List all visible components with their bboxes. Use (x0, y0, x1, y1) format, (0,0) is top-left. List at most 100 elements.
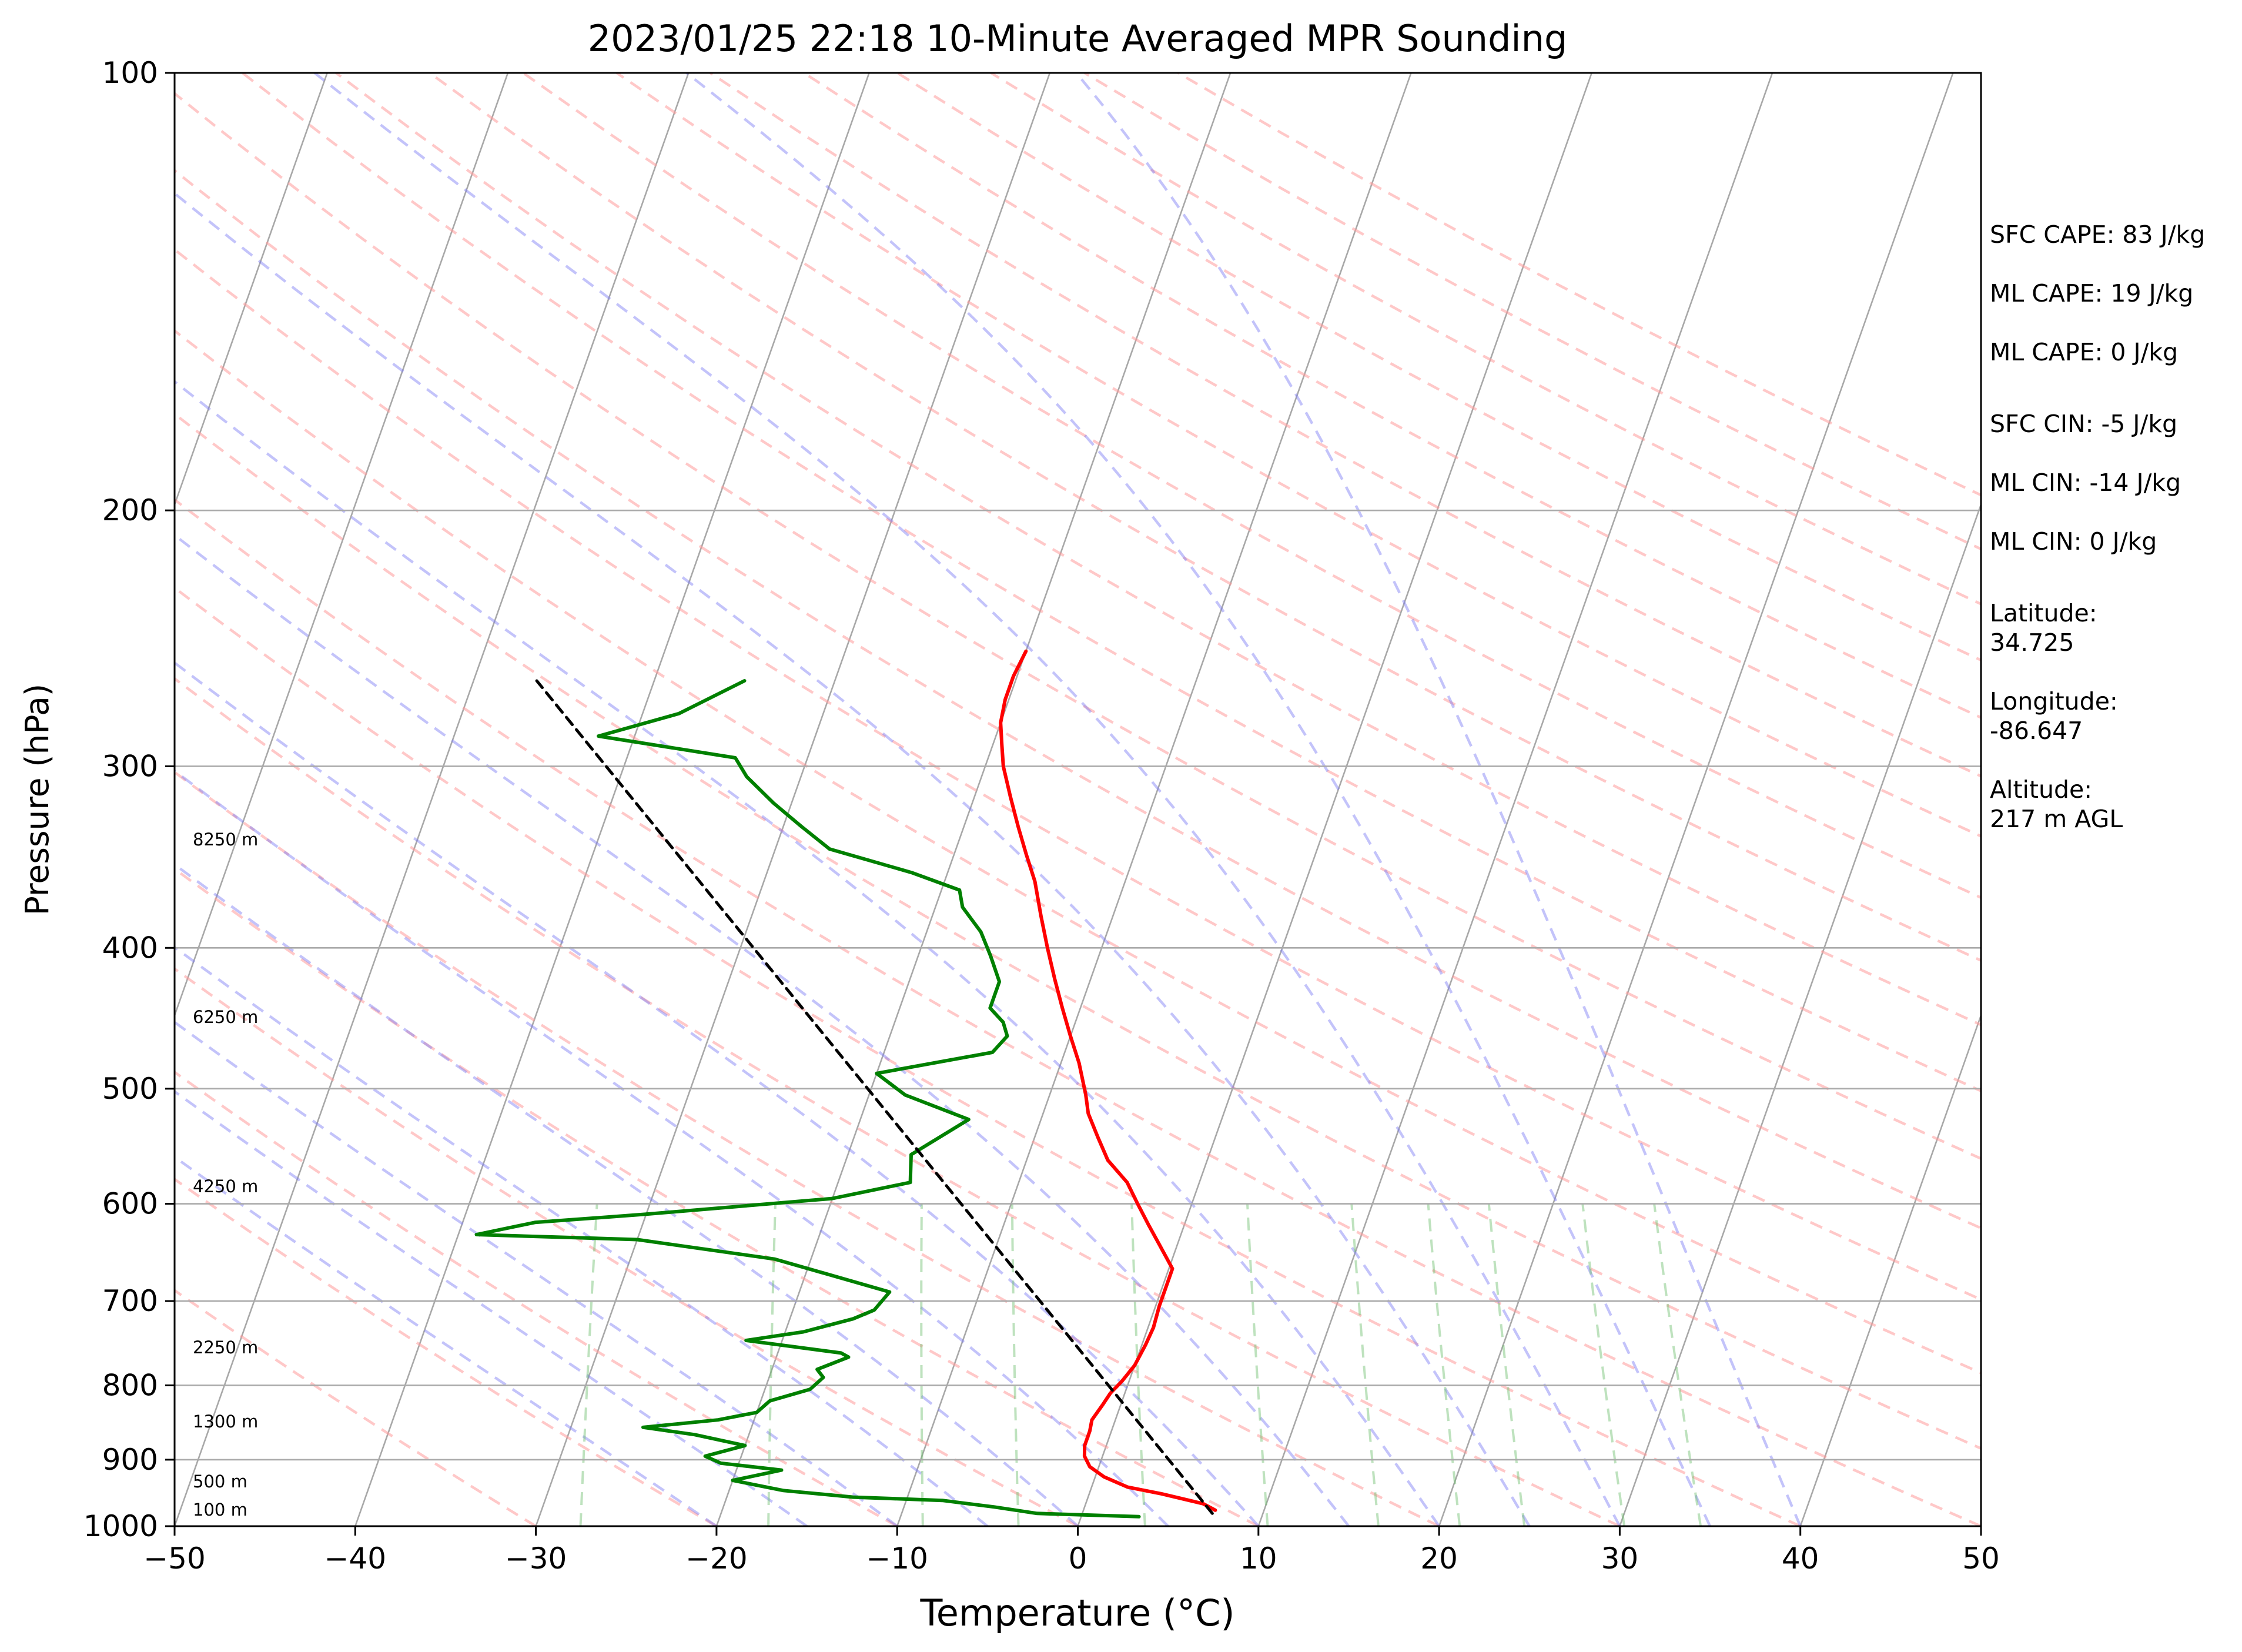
mixing-ratio-line (1010, 1203, 1020, 1526)
longitude-value: -86.647 (1990, 717, 2083, 745)
mixing-ratio-line (1130, 1203, 1146, 1526)
moist-adiabat-line (175, 1020, 898, 1526)
mixing-ratio-line (1246, 1203, 1269, 1526)
dry-adiabat-line (896, 73, 1981, 662)
dry-adiabat-line (175, 412, 1981, 1450)
dry-adiabat-line (175, 770, 1440, 1526)
latitude-value: 34.725 (1990, 628, 2074, 657)
x-axis-label: Temperature (°C) (919, 1591, 1234, 1634)
x-tick-label: 10 (1240, 1541, 1277, 1576)
x-tick-label: −40 (324, 1541, 387, 1576)
moist-adiabat-line (175, 191, 1531, 1526)
height-label: 1300 m (193, 1412, 258, 1432)
moist-adiabat-line (1075, 73, 1802, 1526)
x-tick-label: 20 (1420, 1541, 1458, 1576)
series-line-1 (999, 649, 1217, 1512)
isotherm-line (535, 73, 1051, 1526)
x-tick-label: −20 (685, 1541, 748, 1576)
y-axis-ticks: 100 200 300 400 500 600 700 800 900 1000 (83, 56, 175, 1543)
dry-adiabat-line (175, 1289, 537, 1526)
x-tick-label: 0 (1069, 1541, 1087, 1576)
mixing-ratio-line (1427, 1203, 1461, 1526)
series-line-2 (474, 679, 1141, 1519)
x-tick-label: 40 (1782, 1541, 1819, 1576)
annotation-panel: SFC CAPE: 83 J/kg ML CAPE: 19 J/kg ML CA… (1990, 220, 2205, 833)
x-tick-label: −30 (505, 1541, 567, 1576)
isotherm-line (175, 73, 509, 1018)
isotherm-line (1619, 502, 1981, 1526)
mixing-ratio-line (579, 1203, 598, 1526)
isotherm-line (1077, 73, 1592, 1526)
dry-adiabat-line (615, 73, 1981, 838)
longitude-label: Longitude: (1990, 687, 2118, 715)
x-tick-label: 50 (1962, 1541, 2000, 1576)
y-tick-label: 300 (102, 749, 158, 783)
dry-adiabat-line (175, 1070, 898, 1526)
isotherm-line (354, 73, 870, 1526)
altitude-value: 217 m AGL (1990, 805, 2123, 833)
ml-cin-text-2: ML CIN: 0 J/kg (1990, 527, 2157, 556)
dry-adiabat-line (242, 73, 1981, 1093)
x-tick-label: 30 (1601, 1541, 1639, 1576)
ml-cape-text-2: ML CAPE: 0 J/kg (1990, 338, 2178, 366)
isotherm-line (715, 73, 1232, 1526)
x-tick-label: −50 (143, 1541, 206, 1576)
isotherm-line (175, 73, 328, 507)
x-axis-ticks: −50 −40 −30 −20 −10 0 10 20 30 40 50 (143, 1526, 2000, 1576)
dry-adiabat-line (175, 586, 1801, 1526)
ml-cin-text-1: ML CIN: -14 J/kg (1990, 469, 2181, 497)
latitude-label: Latitude: (1990, 599, 2097, 627)
x-tick-label: −10 (866, 1541, 928, 1576)
dry-adiabat-line (175, 967, 1079, 1526)
y-tick-label: 700 (102, 1284, 158, 1318)
dry-adiabat-line (175, 92, 1981, 1161)
y-tick-label: 1000 (83, 1509, 158, 1543)
ml-cape-text-1: ML CAPE: 19 J/kg (1990, 279, 2193, 307)
isotherm-line (1257, 73, 1773, 1526)
altitude-label: Altitude: (1990, 775, 2092, 804)
series-line-3 (535, 679, 1214, 1515)
dry-adiabat-line (175, 677, 1621, 1526)
y-tick-label: 500 (102, 1072, 158, 1106)
sfc-cape-text: SFC CAPE: 83 J/kg (1990, 220, 2205, 249)
y-tick-label: 600 (102, 1187, 158, 1221)
moist-adiabat-line (175, 661, 1260, 1526)
y-tick-label: 800 (102, 1368, 158, 1402)
sounding-profiles (474, 649, 1217, 1519)
y-axis-label: Pressure (hPa) (18, 684, 56, 916)
mixing-ratio-line (1350, 1203, 1380, 1526)
y-tick-label: 100 (102, 56, 158, 90)
y-tick-label: 400 (102, 931, 158, 965)
height-label: 500 m (193, 1472, 247, 1492)
moist-adiabat-line (313, 73, 1621, 1526)
height-label: 4250 m (193, 1176, 258, 1196)
background-reference-lines (175, 73, 1981, 1526)
chart-title: 2023/01/25 22:18 10-Minute Averaged MPR … (588, 17, 1568, 60)
isotherm-line (1438, 73, 1954, 1526)
dry-adiabat-line (175, 329, 1981, 1375)
moist-adiabat-line (175, 533, 1350, 1526)
sfc-cin-text: SFC CIN: -5 J/kg (1990, 410, 2177, 438)
y-tick-label: 900 (102, 1443, 158, 1477)
moist-adiabat-line (175, 945, 989, 1526)
y-tick-label: 200 (102, 493, 158, 527)
height-label: 100 m (193, 1500, 247, 1520)
height-label: 6250 m (193, 1007, 258, 1027)
isotherm-line (1799, 1013, 1981, 1526)
height-label: 2250 m (193, 1337, 258, 1357)
dry-adiabat-line (710, 73, 1981, 778)
mixing-ratio-line (767, 1203, 777, 1526)
moist-adiabat-line (175, 1089, 808, 1526)
dry-adiabat-line (429, 73, 1981, 962)
height-label: 8250 m (193, 830, 258, 850)
moist-adiabat-line (175, 862, 1079, 1526)
height-labels: 100 m 500 m 1300 m 2250 m 4250 m 6250 m 8250 m (193, 830, 258, 1520)
moist-adiabat-line (175, 1155, 718, 1526)
mixing-ratio-line (920, 1203, 924, 1526)
mixing-ratio-line (1653, 1203, 1702, 1526)
mixing-ratio-line (1581, 1203, 1626, 1526)
isotherm-line (896, 73, 1412, 1526)
isotherm-line (175, 73, 690, 1526)
